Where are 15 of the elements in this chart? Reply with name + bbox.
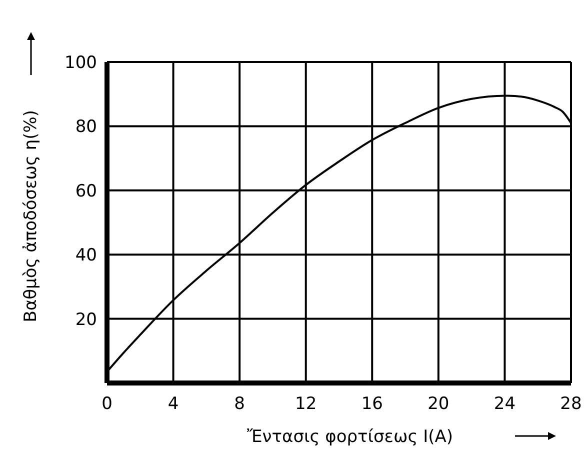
y-tick-label: 40	[75, 246, 97, 266]
y-axis-title: Βαθμὸς ἀποδόσεως η(%)	[21, 110, 41, 322]
y-tick-label: 80	[75, 117, 97, 138]
x-tick-label: 4	[168, 394, 179, 414]
y-tick-label: 60	[75, 181, 97, 202]
x-tick-label: 8	[234, 394, 245, 414]
x-tick-label: 24	[494, 394, 516, 414]
x-tick-label: 12	[295, 394, 317, 414]
x-tick-label: 20	[428, 394, 450, 414]
x-tick-label: 0	[102, 394, 112, 414]
x-tick-label: 28	[560, 394, 582, 414]
y-tick-label: 100	[64, 53, 97, 73]
x-tick-label: 16	[361, 394, 383, 414]
y-tick-label: 20	[75, 310, 97, 330]
x-axis-title: Ἔντασις φορτίσεως I(A)	[246, 427, 454, 447]
